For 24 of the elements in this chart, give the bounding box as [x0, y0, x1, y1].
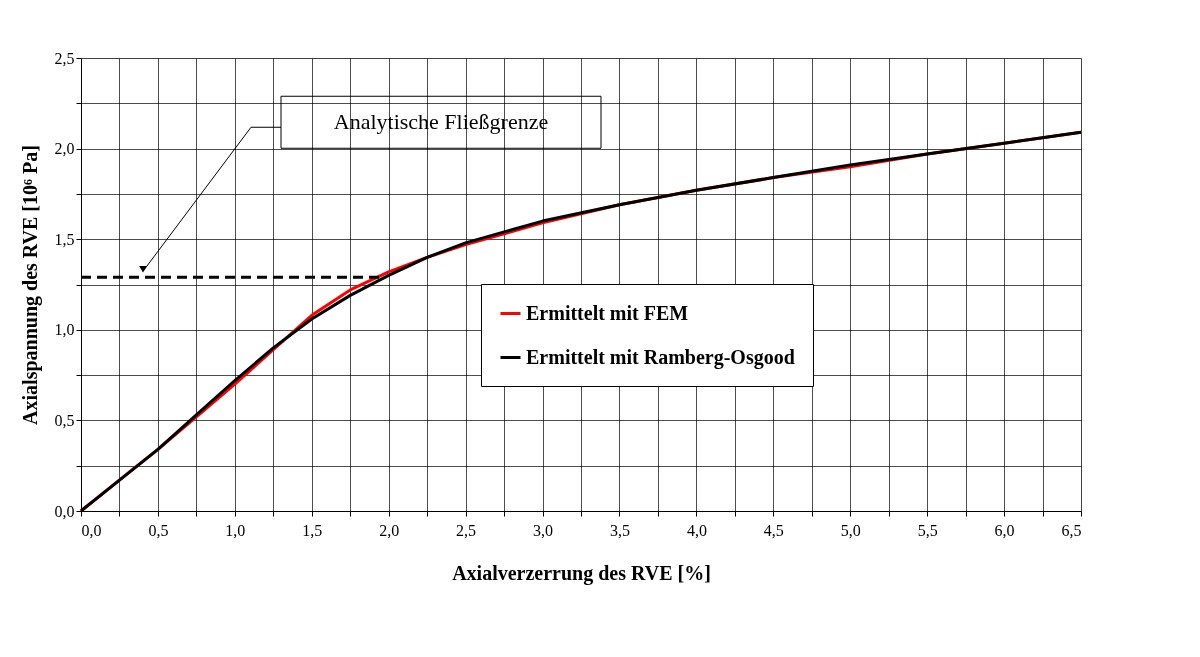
x-tick-label: 6,0: [994, 521, 1015, 539]
x-tick-label: 2,5: [456, 521, 477, 539]
x-tick-label: 1,5: [302, 521, 323, 539]
x-tick-label: 3,0: [533, 521, 554, 539]
x-axis-title: Axialverzerrung des RVE [%]: [452, 561, 711, 585]
x-tick-label: 6,5: [1061, 521, 1082, 539]
x-tick-label: 0,0: [81, 521, 102, 539]
x-tick-label: 0,5: [148, 521, 169, 539]
y-tick-label: 2,0: [54, 140, 75, 158]
x-tick-label: 5,5: [917, 521, 938, 539]
y-tick-label: 1,0: [54, 321, 75, 339]
legend-label: Ermittelt mit FEM: [526, 301, 689, 324]
legend-label: Ermittelt mit Ramberg-Osgood: [526, 345, 795, 369]
x-tick-label: 4,5: [763, 521, 784, 539]
y-tick-label: 0,0: [54, 502, 75, 520]
x-tick-label: 2,0: [379, 521, 400, 539]
y-axis-title: Axialspannung des RVE [10⁶ Pa]: [18, 145, 42, 425]
x-tick-label: 1,0: [225, 521, 246, 539]
y-tick-label: 1,5: [54, 230, 75, 248]
x-tick-label: 3,5: [609, 521, 630, 539]
x-tick-label: 5,0: [840, 521, 861, 539]
y-tick-label: 0,5: [54, 411, 75, 429]
y-tick-label: 2,5: [54, 49, 75, 67]
x-tick-label: 4,0: [686, 521, 707, 539]
